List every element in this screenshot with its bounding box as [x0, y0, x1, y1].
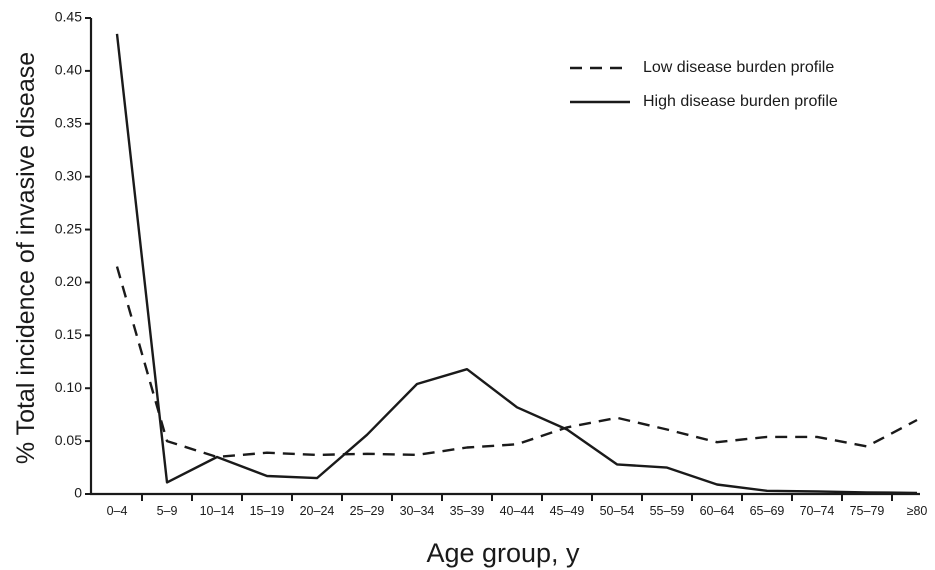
- x-tick-label: 50–54: [600, 504, 635, 518]
- low-burden-series-line: [115, 266, 918, 459]
- y-tick-label: 0.40: [55, 62, 82, 78]
- x-tick-label: ≥80: [907, 504, 928, 518]
- y-tick-label: 0.35: [55, 114, 82, 130]
- high-burden-series-line: [115, 33, 918, 495]
- x-tick-label: 25–29: [350, 504, 385, 518]
- x-tick-label: 20–24: [300, 504, 335, 518]
- y-tick-label: 0: [74, 485, 82, 501]
- y-axis-ticks: 0 0.05 0.10 0.15 0.20 0.25 0.30 0.35 0.40 0.45: [55, 9, 91, 501]
- x-tick-label: 35–39: [450, 504, 485, 518]
- y-axis-title: % Total incidence of invasive disease: [12, 52, 40, 464]
- legend-label: High disease burden profile: [643, 93, 838, 110]
- legend: Low disease burden profile High disease b…: [570, 59, 838, 110]
- legend-label: Low disease burden profile: [643, 59, 834, 76]
- x-tick-label: 10–14: [200, 504, 235, 518]
- x-tick-label: 5–9: [157, 504, 178, 518]
- x-tick-label: 65–69: [750, 504, 785, 518]
- x-axis-ticks: 0–4 5–9 10–14 15–19 20–24 25–29 30–34 35–39 40–4…: [107, 494, 928, 518]
- x-tick-label: 75–79: [850, 504, 885, 518]
- series-layer: [115, 33, 918, 495]
- y-tick-label: 0.20: [55, 273, 82, 289]
- y-tick-label: 0.10: [55, 379, 82, 395]
- y-tick-label: 0.05: [55, 432, 82, 448]
- x-tick-label: 0–4: [107, 504, 128, 518]
- y-tick-label: 0.25: [55, 220, 82, 236]
- x-tick-label: 30–34: [400, 504, 435, 518]
- x-tick-label: 60–64: [700, 504, 735, 518]
- x-tick-label: 40–44: [500, 504, 535, 518]
- x-tick-label: 70–74: [800, 504, 835, 518]
- x-axis-title: Age group, y: [426, 538, 580, 568]
- x-tick-label: 45–49: [550, 504, 585, 518]
- y-tick-label: 0.30: [55, 167, 82, 183]
- x-tick-label: 15–19: [250, 504, 285, 518]
- x-tick-label: 55–59: [650, 504, 685, 518]
- y-tick-label: 0.45: [55, 9, 82, 25]
- y-tick-label: 0.15: [55, 326, 82, 342]
